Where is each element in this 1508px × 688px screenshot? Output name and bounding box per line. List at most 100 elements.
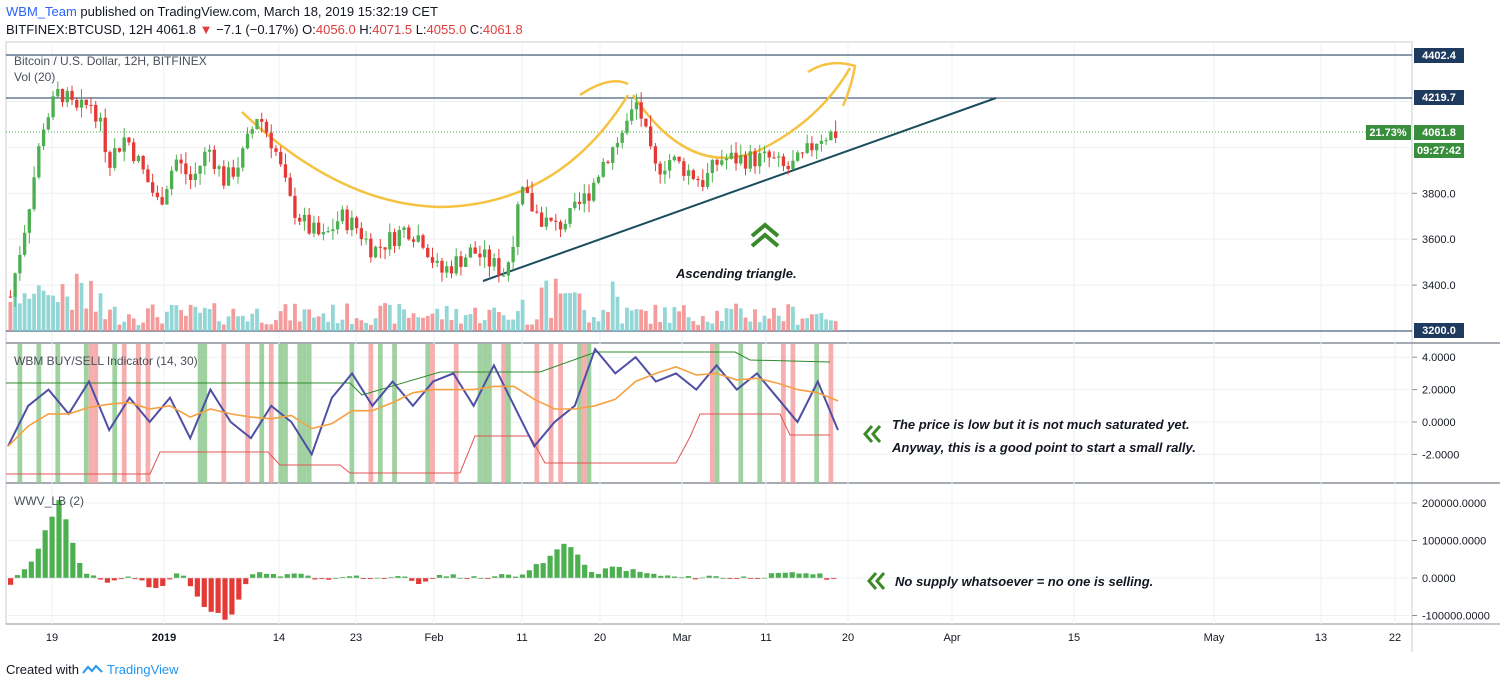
wwv-bar [706,575,712,578]
signal-bar [245,344,250,483]
volume-bar [435,308,440,331]
wwv-bar [21,569,28,578]
signal-bar [112,344,118,483]
wwv-bar [409,578,415,581]
double-up-arrow-icon [750,222,780,248]
volume-bar [255,308,259,331]
candle-body [392,232,397,246]
volume-bar [250,313,255,331]
wwv-bar [526,570,532,578]
volume-bar [397,304,402,331]
breakout-arc [807,61,857,107]
candle-body [582,193,586,204]
indicator-tick-label: -2.0000 [1422,449,1459,461]
candle-body [796,152,800,161]
volume-bar [515,311,520,331]
indicator-note-line1: The price is low but it is not much satu… [892,417,1190,432]
volume-bar [729,308,734,331]
candle-body [37,146,41,178]
volume-bar [141,322,146,331]
volume-bar [46,295,51,331]
candle-body [658,163,662,175]
time-tick-label: Feb [425,632,444,644]
candle-body [539,212,544,227]
volume-bar [392,323,397,331]
volume-bar [662,307,667,331]
volume-bar [155,317,160,331]
cup-arc [241,94,630,209]
volume-bar [150,304,155,331]
signal-bar [93,344,99,483]
volume-bar [93,311,98,331]
price-label-4402: 4402.4 [1414,48,1464,63]
signal-bar [501,344,506,483]
low-value: 4055.0 [426,22,467,37]
wwv-bar [644,573,650,578]
volume-bar [36,285,41,331]
candle-body [748,151,752,169]
tradingview-link[interactable]: TradingView [106,662,179,677]
candle-body [283,164,288,178]
candle-body [340,209,345,222]
candle-body [279,151,283,165]
wwv-bar [236,578,242,600]
author-link[interactable]: WBM_Team [6,4,77,19]
wwv-bar [8,578,14,585]
candle-body [810,143,814,151]
upper-band-line [6,351,831,396]
volume-bar [568,293,572,331]
volume-bar [824,319,829,331]
volume-bar [321,313,326,331]
wwv-bar [748,578,754,579]
signal-bar [259,344,265,483]
volume-bar [136,324,141,331]
candle-body [89,104,93,106]
wwv-bar [84,573,90,578]
candle-body [8,296,13,298]
candle-body [103,117,107,153]
candle-body [245,133,250,149]
volume-bar [601,309,606,331]
candle-body [108,152,112,168]
volume-bar [345,303,350,331]
candle-body [506,262,511,276]
wwv-bar [111,578,117,581]
candle-body [141,156,145,170]
candle-body [454,256,458,274]
wwv-bar [49,516,55,578]
signal-bar [534,344,540,483]
volume-bars [8,273,838,331]
candle-body [459,256,463,267]
candle-body [701,180,705,187]
candle-body [250,129,254,134]
wwv-bar [174,573,180,578]
volume-bar [383,303,387,331]
volume-bar [734,303,738,331]
wwv-bar [789,572,795,578]
volume-bar [781,321,786,331]
down-arrow-icon: ▼ [199,22,213,37]
indicator-tick-label: 4.0000 [1422,352,1456,364]
candle-body [814,143,819,151]
wwv-tick-label: 100000.0000 [1422,536,1486,548]
candle-body [60,88,65,103]
volume-bar [468,314,473,331]
wwv-bar [485,578,491,579]
wwv-pane-title: WWV_LB (2) [14,494,84,508]
wwv-bar [298,573,304,578]
candle-body [587,193,591,201]
svg-text:3200.0: 3200.0 [1422,325,1456,337]
wwv-bar [208,578,214,612]
candle-body [672,156,677,161]
candle-body [255,119,259,130]
volume-bar [198,312,202,331]
volume-bar [55,302,60,331]
candle-body [800,152,805,154]
wwv-bar [734,578,740,579]
candle-body [592,182,596,201]
signal-bar [506,344,511,483]
volume-bar [644,310,648,331]
candle-body [127,137,131,143]
volume-bar [572,292,577,331]
